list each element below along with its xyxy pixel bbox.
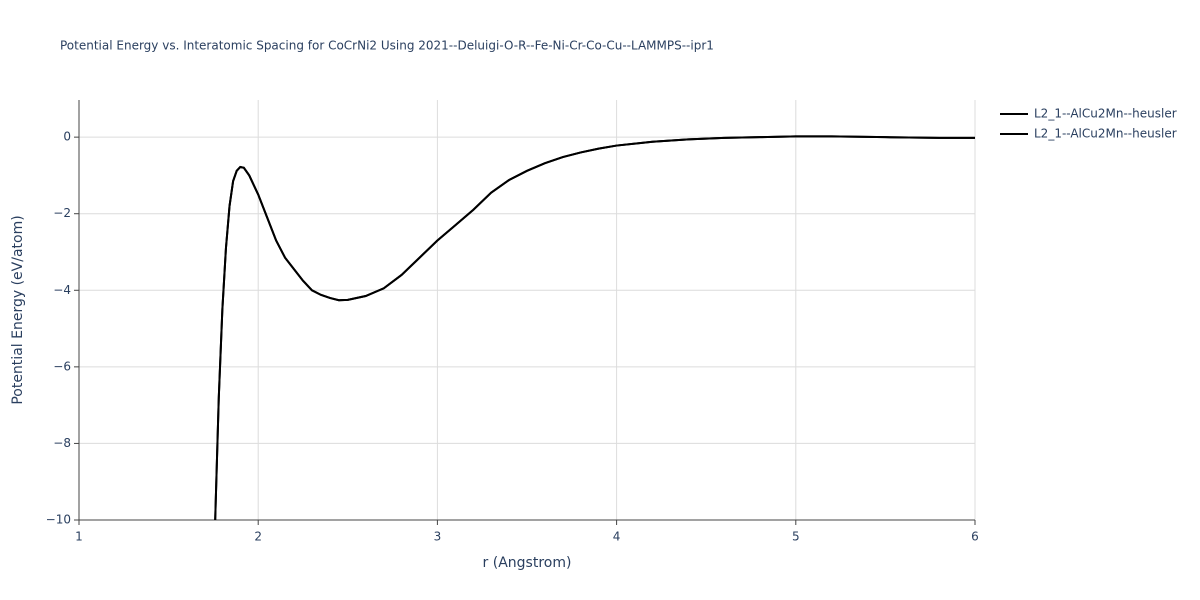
chart-title: Potential Energy vs. Interatomic Spacing… xyxy=(60,39,714,53)
x-tick-label: 2 xyxy=(254,530,262,544)
legend-label: L2_1--AlCu2Mn--heusler xyxy=(1034,107,1177,121)
y-tick-label: −10 xyxy=(46,513,71,527)
data-line xyxy=(214,135,975,520)
x-axis-title: r (Angstrom) xyxy=(483,555,572,571)
y-tick-label: −8 xyxy=(53,436,71,450)
x-tick-label: 3 xyxy=(434,530,442,544)
x-tick-label: 5 xyxy=(792,530,800,544)
x-tick-label: 6 xyxy=(971,530,979,544)
legend-label: L2_1--AlCu2Mn--heusler xyxy=(1034,127,1177,141)
x-tick-label: 4 xyxy=(613,530,621,544)
data-line xyxy=(214,135,975,520)
y-tick-label: −6 xyxy=(53,359,71,373)
y-tick-label: −2 xyxy=(53,206,71,220)
y-tick-label: −4 xyxy=(53,283,71,297)
y-tick-label: 0 xyxy=(63,130,71,144)
y-axis-title: Potential Energy (eV/atom) xyxy=(10,215,26,404)
x-tick-label: 1 xyxy=(75,530,83,544)
